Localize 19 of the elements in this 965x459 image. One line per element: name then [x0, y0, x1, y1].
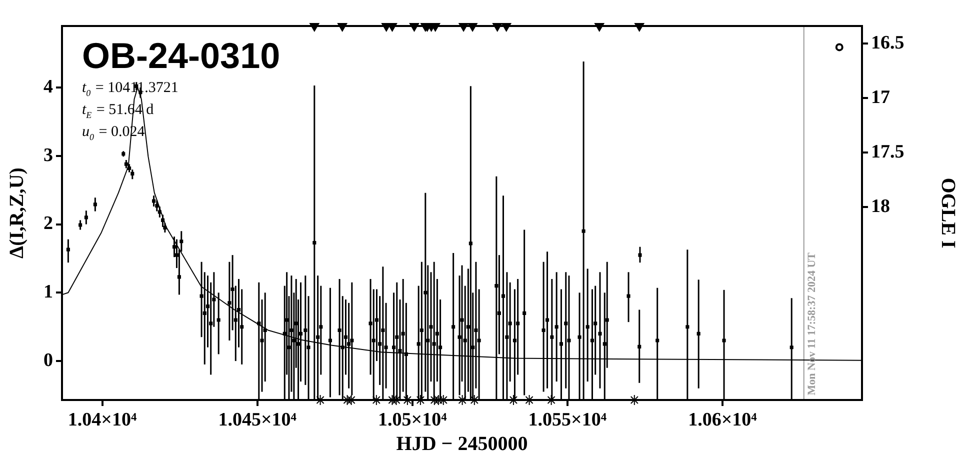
- y2-tick-label: 17: [871, 86, 890, 108]
- y2-tick-label: 17.5: [871, 141, 904, 162]
- y-axis-title: Δ(I,R,Z,U): [6, 168, 28, 258]
- chart-title: OB-24-0310: [82, 35, 280, 76]
- y2-tick-label: 16.5: [871, 32, 904, 54]
- x-tick-label: 1.045×10⁴: [218, 409, 297, 430]
- x-axis-title: HJD − 2450000: [396, 433, 528, 456]
- x-tick-label: 1.04×10⁴: [68, 409, 137, 430]
- annotation: Mon Nov 11 17:58:37 2024 UT: [806, 252, 818, 396]
- y-tick-label: 4: [44, 76, 54, 98]
- y2-axis-title: OGLE I: [936, 178, 959, 249]
- x-tick-label: 1.06×10⁴: [688, 409, 758, 430]
- y-tick-label: 1: [44, 282, 53, 303]
- x-tick-label: 1.055×10⁴: [528, 409, 607, 430]
- y-tick-label: 2: [44, 213, 53, 234]
- y-tick-label: 3: [44, 144, 53, 166]
- y2-tick-label: 18: [871, 196, 890, 217]
- x-tick-label: 1.05×10⁴: [378, 409, 448, 430]
- y-tick-label: 0: [44, 350, 53, 371]
